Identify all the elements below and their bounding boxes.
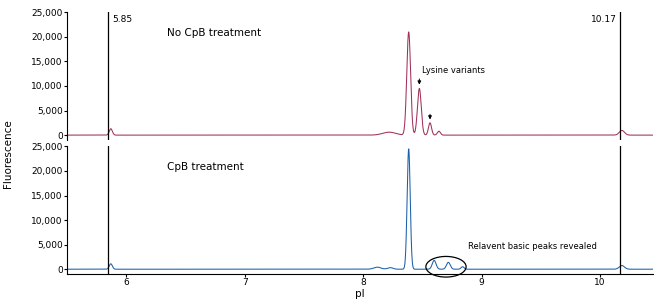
Text: 10.17: 10.17 xyxy=(591,15,616,24)
Text: Relavent basic peaks revealed: Relavent basic peaks revealed xyxy=(468,241,598,250)
Text: Fluorescence: Fluorescence xyxy=(3,120,13,188)
Text: CpB treatment: CpB treatment xyxy=(167,162,243,172)
X-axis label: pI: pI xyxy=(355,289,365,299)
Text: No CpB treatment: No CpB treatment xyxy=(167,28,261,38)
Text: 5.85: 5.85 xyxy=(112,15,132,24)
Text: Lysine variants: Lysine variants xyxy=(422,66,485,75)
